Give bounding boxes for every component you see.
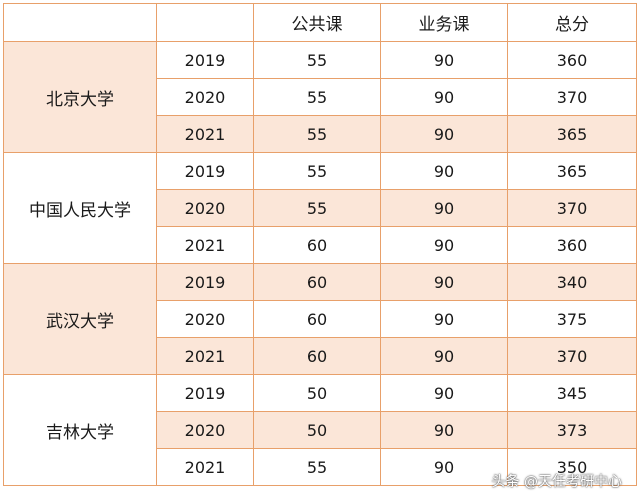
public-score-cell: 55: [253, 448, 381, 486]
total-score-cell: 360: [507, 226, 637, 264]
total-score-cell: 373: [507, 411, 637, 449]
public-score-cell: 50: [253, 411, 381, 449]
public-score-cell: 60: [253, 337, 381, 375]
year-cell: 2019: [156, 374, 254, 412]
public-score-cell: 60: [253, 263, 381, 301]
major-score-cell: 90: [380, 41, 508, 79]
major-score-cell: 90: [380, 337, 508, 375]
table-row: 中国人民大学 2019 55 90 365: [3, 152, 637, 264]
table-row: 北京大学 2019 55 90 360: [3, 41, 637, 153]
year-cell: 2021: [156, 115, 254, 153]
year-cell: 2021: [156, 448, 254, 486]
major-score-cell: 90: [380, 189, 508, 227]
total-score-cell: 375: [507, 300, 637, 338]
score-table: 公共课 业务课 总分 北京大学 2019 55 90 360 2020 55 9…: [3, 3, 637, 486]
table-row: 2021 55 90 350: [4, 448, 637, 486]
university-name: 中国人民大学: [3, 152, 157, 264]
year-cell: 2019: [156, 41, 254, 79]
total-score-cell: 350: [507, 448, 637, 486]
year-cell: 2019: [156, 152, 254, 190]
public-score-cell: 60: [253, 300, 381, 338]
total-score-cell: 365: [507, 152, 637, 190]
public-score-cell: 55: [253, 189, 381, 227]
university-name: 吉林大学: [3, 374, 157, 486]
year-cell: 2020: [156, 189, 254, 227]
header-row: 公共课 业务课 总分: [3, 3, 637, 42]
total-score-cell: 365: [507, 115, 637, 153]
public-score-cell: 55: [253, 152, 381, 190]
major-score-cell: 90: [380, 226, 508, 264]
table-row: 2021 60 90 360: [4, 226, 637, 264]
public-score-cell: 55: [253, 115, 381, 153]
university-name: 武汉大学: [3, 263, 157, 375]
major-score-cell: 90: [380, 448, 508, 486]
public-score-cell: 60: [253, 226, 381, 264]
total-score-cell: 345: [507, 374, 637, 412]
header-total-score: 总分: [507, 3, 637, 42]
major-score-cell: 90: [380, 300, 508, 338]
university-name: 北京大学: [3, 41, 157, 153]
major-score-cell: 90: [380, 374, 508, 412]
table-row: 武汉大学 2019 60 90 340: [3, 263, 637, 375]
total-score-cell: 370: [507, 189, 637, 227]
header-public-course: 公共课: [253, 3, 381, 42]
header-year: [156, 3, 254, 42]
year-cell: 2020: [156, 78, 254, 116]
table-row: 吉林大学 2019 50 90 345: [3, 374, 637, 486]
public-score-cell: 50: [253, 374, 381, 412]
total-score-cell: 370: [507, 78, 637, 116]
year-cell: 2020: [156, 411, 254, 449]
major-score-cell: 90: [380, 152, 508, 190]
year-cell: 2020: [156, 300, 254, 338]
header-major-course: 业务课: [380, 3, 508, 42]
total-score-cell: 340: [507, 263, 637, 301]
year-cell: 2021: [156, 226, 254, 264]
watermark-text: 头条 @天任考研中心: [491, 474, 622, 490]
year-cell: 2019: [156, 263, 254, 301]
major-score-cell: 90: [380, 411, 508, 449]
total-score-cell: 360: [507, 41, 637, 79]
major-score-cell: 90: [380, 263, 508, 301]
public-score-cell: 55: [253, 41, 381, 79]
major-score-cell: 90: [380, 78, 508, 116]
total-score-cell: 370: [507, 337, 637, 375]
table-row: 2020 55 90 370: [4, 78, 637, 116]
public-score-cell: 55: [253, 78, 381, 116]
table-row: 2020 60 90 375: [4, 300, 637, 338]
year-cell: 2021: [156, 337, 254, 375]
major-score-cell: 90: [380, 115, 508, 153]
header-corner: [3, 3, 157, 42]
